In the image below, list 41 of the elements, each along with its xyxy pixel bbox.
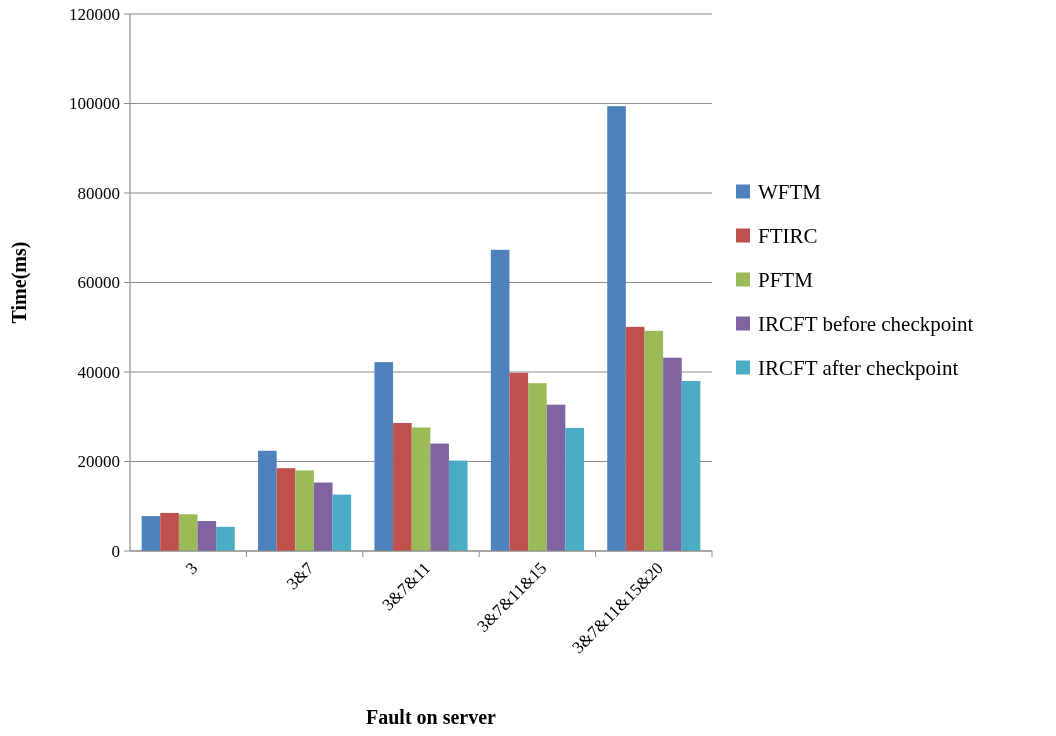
bar (663, 357, 682, 551)
legend-label: PFTM (758, 267, 814, 292)
legend-label: WFTM (758, 179, 822, 204)
bar (644, 330, 664, 551)
bar (276, 468, 296, 551)
y-tick-label: 40000 (77, 362, 120, 382)
bar (509, 372, 529, 551)
bar (528, 383, 547, 551)
y-tick-label: 120000 (69, 4, 120, 24)
bar (160, 512, 179, 551)
y-tick-label: 0 (111, 541, 120, 561)
bar (565, 427, 584, 551)
legend-label: IRCFT before checkpoint (758, 311, 974, 336)
y-tick-label: 60000 (77, 273, 120, 293)
x-tick-label: 3&7 (282, 558, 318, 594)
bar (258, 450, 277, 551)
bar (625, 326, 645, 551)
bar (178, 514, 198, 551)
bar (374, 362, 394, 551)
bar (313, 482, 333, 551)
y-tick-label: 80000 (77, 183, 120, 203)
bar (393, 423, 412, 551)
bar (490, 249, 510, 551)
bar (681, 380, 701, 551)
bar (197, 521, 217, 551)
bar (411, 427, 431, 551)
bar (607, 106, 626, 551)
bar (332, 494, 352, 551)
x-tick-label: 3 (181, 558, 202, 579)
bar (546, 404, 566, 551)
bar (216, 526, 235, 551)
bar (448, 460, 468, 551)
y-tick-label: 20000 (77, 452, 120, 472)
y-tick-label: 100000 (69, 94, 120, 114)
legend-label: IRCFT after checkpoint (758, 355, 959, 380)
y-axis-title: Time(ms) (8, 241, 31, 324)
bar (430, 443, 449, 551)
bar (141, 516, 161, 551)
x-axis-title: Fault on server (366, 706, 497, 728)
bar (295, 470, 314, 551)
legend-label: FTIRC (758, 223, 818, 248)
